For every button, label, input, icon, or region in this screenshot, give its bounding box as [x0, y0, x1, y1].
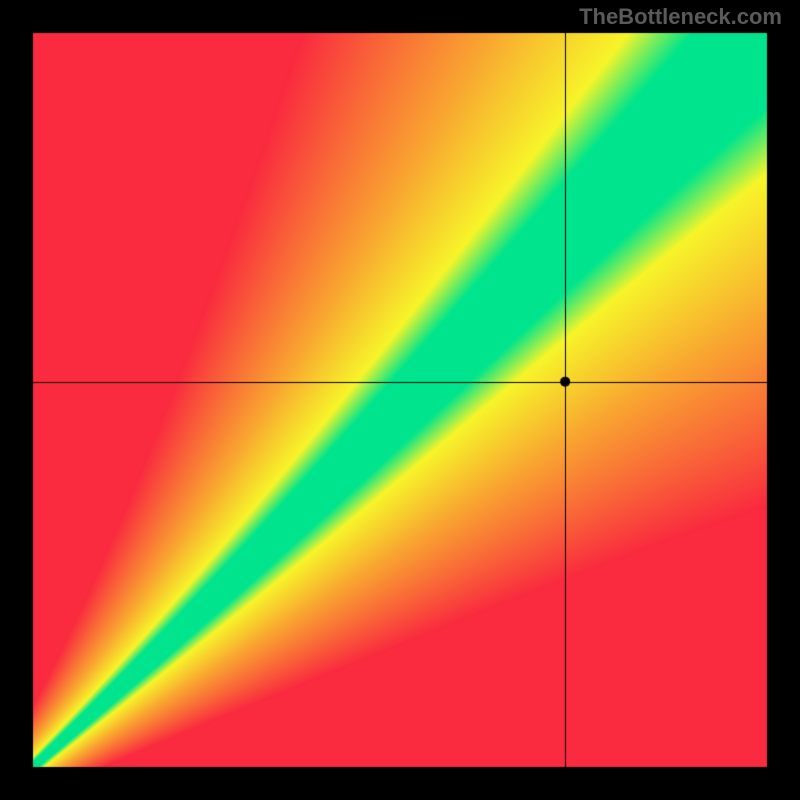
chart-container: { "canvas": { "width": 800, "height": 80… — [0, 0, 800, 800]
bottleneck-heatmap — [0, 0, 800, 800]
watermark-text: TheBottleneck.com — [579, 4, 782, 30]
